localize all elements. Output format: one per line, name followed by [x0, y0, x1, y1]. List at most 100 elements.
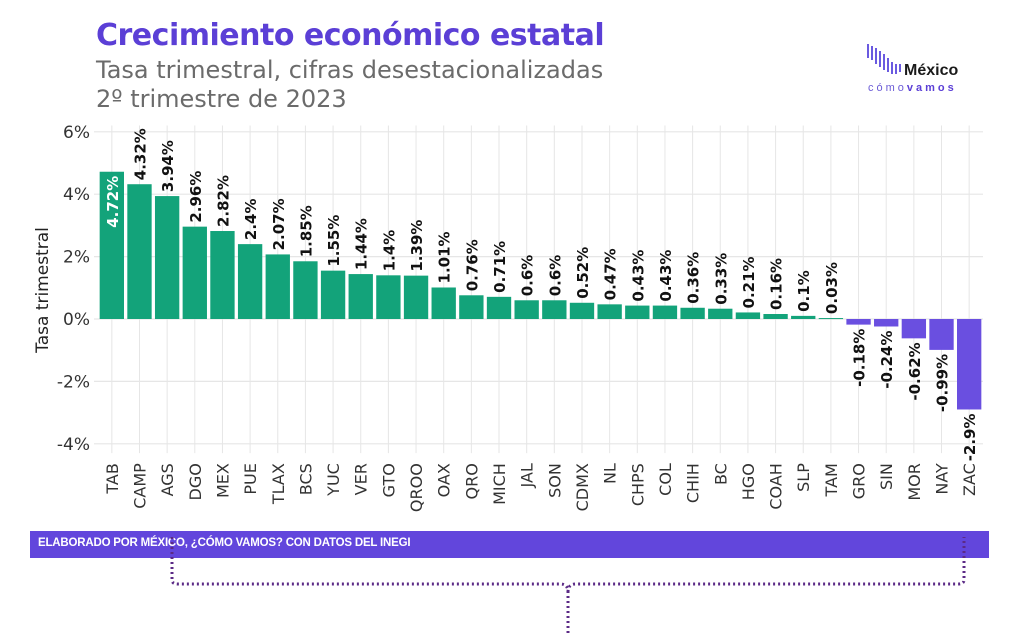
bar-ver — [348, 274, 373, 319]
data-label: 4.72% — [104, 176, 122, 228]
x-tick-label: COL — [656, 463, 675, 496]
source-footer: ELABORADO POR MÉXICO, ¿CÓMO VAMOS? CON D… — [30, 531, 989, 558]
x-tick-label: SON — [545, 463, 564, 498]
bar-jal — [514, 300, 539, 319]
data-label: 0.47% — [602, 248, 620, 300]
x-tick-label: TAM — [822, 463, 841, 497]
x-tick-label: CHIH — [684, 463, 703, 503]
y-tick-label: 0% — [63, 310, 90, 330]
data-label: 1.85% — [297, 205, 315, 257]
y-tick-label: 4% — [63, 185, 90, 205]
data-label: -0.18% — [851, 329, 869, 387]
bar-son — [542, 300, 567, 319]
x-tick-label: QRO — [462, 463, 481, 499]
x-tick-label: ZAC — [960, 463, 979, 496]
bar-cdmx — [569, 302, 595, 319]
bar-zac — [957, 319, 982, 410]
subtitle-line-1: Tasa trimestral, cifras desestacionaliza… — [96, 56, 604, 84]
mexico-como-vamos-logo: México cómovamos — [864, 40, 984, 100]
x-axis-ticks: TAB CAMP AGS DGO MEX PUE TLAX BCS YUC VER GTO QROO O… — [103, 463, 979, 512]
bar-dgo — [182, 226, 207, 319]
bar-slp — [791, 315, 816, 319]
data-labels: 4.72% 4.32% 3.94% 2.96% 2.82% 2.4% 2.07% 1.85% 1… — [104, 128, 979, 461]
x-tick-label: QROO — [407, 463, 426, 512]
bar-chih — [680, 307, 705, 319]
x-tick-label: HGO — [739, 463, 758, 500]
data-label: 0.33% — [712, 253, 730, 305]
x-tick-label: GTO — [379, 463, 398, 497]
x-tick-label: DGO — [186, 463, 205, 500]
bar-oax — [431, 287, 456, 319]
bar-tab — [99, 171, 124, 319]
chart-subtitle: Tasa trimestral, cifras desestacionaliza… — [96, 56, 603, 114]
bar-sin — [874, 319, 899, 327]
bar-chart: -4% -2% 0% 2% 4% 6% Tasa trimestral 4.72% 4.32… — [33, 123, 983, 512]
y-tick-label: 2% — [63, 248, 90, 268]
y-axis-ticks: -4% -2% 0% 2% 4% 6% — [57, 123, 90, 455]
x-tick-label: SLP — [794, 463, 813, 492]
x-tick-label: TLAX — [269, 463, 288, 505]
data-label: 2.07% — [270, 198, 288, 250]
chart-title: Crecimiento económico estatal — [96, 18, 605, 53]
data-label: 0.76% — [463, 239, 481, 291]
bar-mich — [486, 296, 512, 319]
bar-bcs — [293, 261, 318, 319]
x-tick-label: YUC — [324, 463, 343, 497]
x-tick-label: SIN — [877, 463, 896, 490]
data-label: 0.43% — [657, 250, 675, 302]
bar-tam — [818, 318, 844, 320]
data-label: -2.9% — [961, 413, 979, 461]
data-label: 2.82% — [214, 175, 232, 227]
data-label: 0.21% — [740, 256, 758, 308]
bar-gro — [846, 319, 871, 325]
x-tick-label: VER — [352, 463, 371, 495]
logo-tagline-bold: vamos — [906, 82, 957, 94]
x-tick-label: CAMP — [130, 463, 149, 509]
bar-camp — [127, 184, 152, 319]
logo-bars-icon — [867, 44, 901, 74]
data-label: 4.32% — [131, 128, 149, 180]
y-tick-label: 6% — [63, 123, 90, 143]
data-label: 1.55% — [325, 215, 343, 267]
data-label: 0.71% — [491, 241, 509, 293]
data-label: 3.94% — [159, 140, 177, 192]
x-tick-label: MICH — [490, 463, 509, 505]
x-tick-label: AGS — [158, 463, 177, 496]
x-tick-label: PUE — [241, 463, 260, 494]
data-label: 0.36% — [685, 252, 703, 304]
bar-nay — [929, 319, 954, 350]
bar-ags — [154, 196, 180, 319]
bar-tlax — [265, 254, 290, 319]
subtitle-line-2: 2º trimestre de 2023 — [96, 85, 347, 113]
x-tick-label: BC — [711, 463, 730, 485]
data-label: 0.52% — [574, 247, 592, 299]
data-label: 1.44% — [353, 218, 371, 270]
bar-mor — [901, 319, 927, 339]
logo-word: México — [904, 62, 959, 79]
bar-col — [652, 305, 678, 319]
data-label: -0.24% — [878, 330, 896, 388]
bar-bc — [708, 308, 733, 319]
bar-coah — [763, 314, 788, 319]
x-tick-label: MOR — [905, 463, 924, 501]
y-tick-label: -2% — [57, 372, 90, 392]
bar-pue — [237, 244, 263, 319]
data-label: -0.62% — [906, 342, 924, 400]
data-label: 0.16% — [768, 258, 786, 310]
bar-qro — [459, 295, 484, 319]
bar-yuc — [320, 270, 346, 319]
data-label: -0.99% — [934, 354, 952, 412]
bar-nl — [597, 304, 622, 319]
bars — [99, 171, 982, 410]
data-label: 1.4% — [380, 230, 398, 272]
x-tick-label: COAH — [767, 463, 786, 509]
bar-gto — [376, 275, 401, 319]
x-tick-label: MEX — [213, 463, 232, 498]
data-label: 1.39% — [408, 220, 426, 272]
bar-qroo — [403, 275, 429, 319]
x-tick-label: CDMX — [573, 463, 592, 511]
data-label: 1.01% — [436, 231, 454, 283]
x-tick-label: NL — [601, 463, 620, 484]
bar-chps — [625, 305, 650, 319]
data-label: 0.03% — [823, 262, 841, 314]
